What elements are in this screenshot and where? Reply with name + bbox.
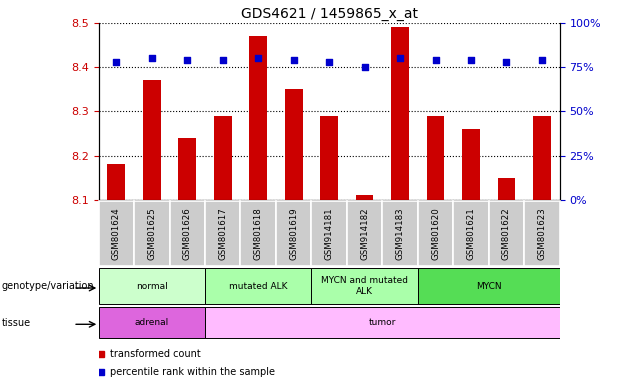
Text: GSM801621: GSM801621: [467, 207, 476, 260]
Text: GSM914183: GSM914183: [396, 207, 404, 260]
Bar: [427, 116, 445, 200]
Bar: [391, 27, 409, 200]
Text: GSM801618: GSM801618: [254, 207, 263, 260]
Point: [537, 57, 547, 63]
Bar: [418, 201, 453, 266]
Bar: [276, 201, 312, 266]
Text: GSM801617: GSM801617: [218, 207, 227, 260]
Point: [218, 57, 228, 63]
Bar: [134, 201, 170, 266]
Point: [147, 55, 157, 61]
Bar: [205, 201, 240, 266]
Bar: [347, 201, 382, 266]
Text: GSM801619: GSM801619: [289, 207, 298, 260]
Bar: [205, 307, 560, 338]
Point: [431, 57, 441, 63]
Text: GSM801622: GSM801622: [502, 207, 511, 260]
Point: [289, 57, 299, 63]
Bar: [356, 195, 373, 200]
Bar: [143, 81, 161, 200]
Point: [466, 57, 476, 63]
Text: genotype/variation: genotype/variation: [1, 281, 94, 291]
Text: GSM914181: GSM914181: [324, 207, 334, 260]
Text: GSM801625: GSM801625: [148, 207, 156, 260]
Text: GSM801624: GSM801624: [112, 207, 121, 260]
Bar: [205, 268, 312, 304]
Text: tumor: tumor: [369, 318, 396, 327]
Bar: [240, 201, 276, 266]
Bar: [524, 201, 560, 266]
Bar: [170, 201, 205, 266]
Bar: [214, 116, 232, 200]
Point: [359, 64, 370, 70]
Bar: [107, 164, 125, 200]
Bar: [249, 36, 267, 200]
Bar: [312, 268, 418, 304]
Bar: [285, 89, 303, 200]
Point: [395, 55, 405, 61]
Bar: [418, 268, 560, 304]
Text: mutated ALK: mutated ALK: [229, 281, 287, 291]
Title: GDS4621 / 1459865_x_at: GDS4621 / 1459865_x_at: [240, 7, 418, 21]
Text: GSM801620: GSM801620: [431, 207, 440, 260]
Text: GSM801623: GSM801623: [537, 207, 546, 260]
Bar: [497, 177, 515, 200]
Bar: [99, 201, 134, 266]
Text: MYCN: MYCN: [476, 281, 502, 291]
Point: [253, 55, 263, 61]
Bar: [99, 268, 205, 304]
Point: [111, 59, 121, 65]
Bar: [178, 138, 196, 200]
Text: GSM914182: GSM914182: [360, 207, 369, 260]
Bar: [462, 129, 480, 200]
Text: GSM801626: GSM801626: [183, 207, 191, 260]
Text: transformed count: transformed count: [110, 349, 201, 359]
Bar: [312, 201, 347, 266]
Text: percentile rank within the sample: percentile rank within the sample: [110, 367, 275, 377]
Text: normal: normal: [136, 281, 168, 291]
Text: adrenal: adrenal: [135, 318, 169, 327]
Text: MYCN and mutated
ALK: MYCN and mutated ALK: [321, 276, 408, 296]
Bar: [321, 116, 338, 200]
Text: tissue: tissue: [1, 318, 31, 328]
Bar: [99, 307, 205, 338]
Bar: [382, 201, 418, 266]
Point: [501, 59, 511, 65]
Bar: [533, 116, 551, 200]
Point: [182, 57, 192, 63]
Bar: [488, 201, 524, 266]
Bar: [453, 201, 488, 266]
Point: [324, 59, 335, 65]
